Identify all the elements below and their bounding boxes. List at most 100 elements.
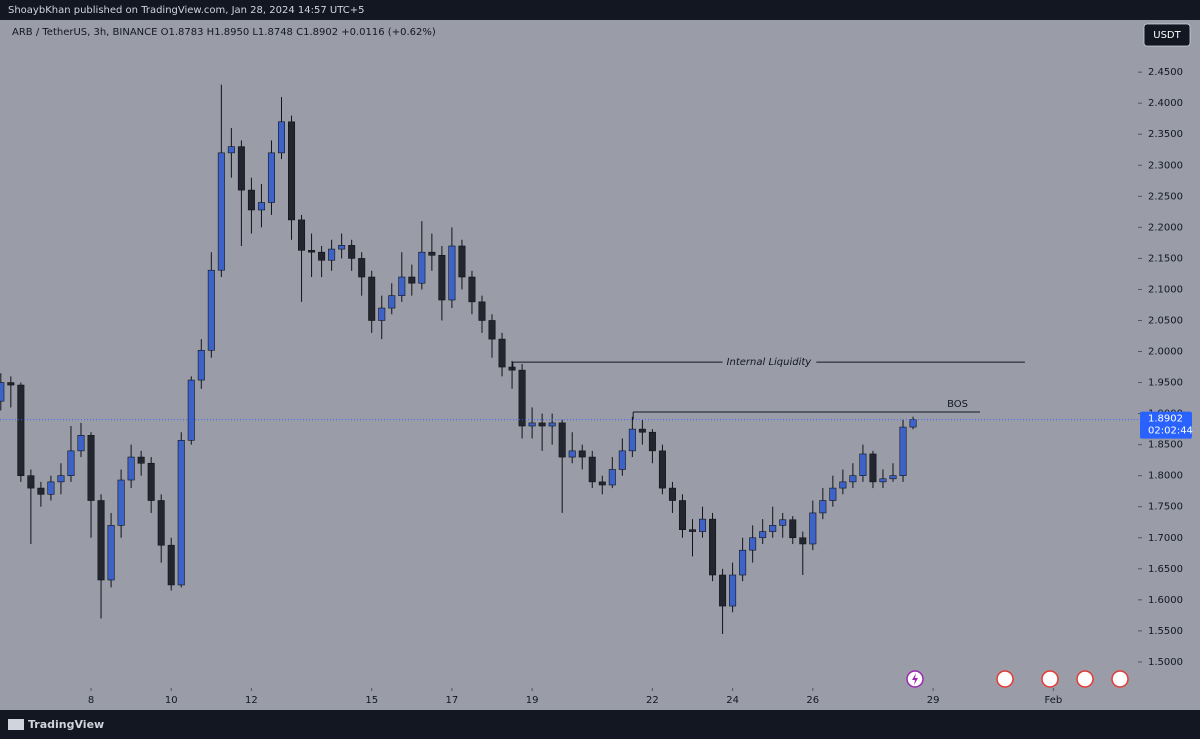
x-tick-label: 24 <box>726 695 739 706</box>
candle-body <box>688 529 697 532</box>
candle-body <box>237 146 245 191</box>
y-tick-label: 2.0000 <box>1148 347 1183 358</box>
chart-background <box>0 20 1200 710</box>
annotation-label: BOS <box>947 399 968 410</box>
candle-body <box>7 382 15 386</box>
y-tick-label: 1.9500 <box>1148 378 1183 389</box>
candle-body <box>849 475 857 483</box>
candle-body <box>147 462 155 501</box>
y-tick-label: 1.5500 <box>1148 626 1183 637</box>
candle-body <box>67 450 75 476</box>
y-tick-label: 2.2500 <box>1148 191 1183 202</box>
x-tick-label: 29 <box>927 695 940 706</box>
currency-label: USDT <box>1153 30 1181 41</box>
y-tick-label: 1.7000 <box>1148 533 1183 544</box>
candle-body <box>598 481 606 486</box>
candle-body <box>107 525 115 581</box>
candle-body <box>77 435 85 452</box>
candle-body <box>658 450 666 489</box>
candle-body <box>638 428 646 433</box>
candle-body <box>839 481 847 489</box>
candle-body <box>779 519 787 526</box>
candle-body <box>257 202 265 211</box>
candle-body <box>699 518 707 532</box>
candle-body <box>889 475 897 480</box>
event-icon[interactable] <box>1111 670 1129 688</box>
candle-body <box>548 422 556 427</box>
candle-body <box>668 487 676 501</box>
candle-body <box>819 500 827 514</box>
candle-body <box>177 439 185 586</box>
y-tick-label: 1.8500 <box>1148 440 1183 451</box>
candle-body <box>809 512 817 545</box>
candle-body <box>518 369 526 427</box>
y-tick-label: 1.7500 <box>1148 502 1183 513</box>
candle-body <box>117 479 125 526</box>
candle-body <box>0 382 5 402</box>
candle-body <box>789 519 797 539</box>
y-tick-label: 2.1500 <box>1148 253 1183 264</box>
candle-body <box>308 250 316 253</box>
candle-body <box>388 295 396 309</box>
candle-body <box>709 518 717 576</box>
candle-body <box>167 544 175 586</box>
x-tick-label: 10 <box>165 695 178 706</box>
candle-body <box>288 121 296 221</box>
event-icon[interactable] <box>1041 670 1059 688</box>
candle-body <box>719 574 727 607</box>
publisher-header: ShoaybKhan published on TradingView.com,… <box>8 5 364 16</box>
candle-body <box>438 254 446 301</box>
candle-body <box>558 422 566 458</box>
y-tick-label: 2.3500 <box>1148 129 1183 140</box>
y-tick-label: 1.6500 <box>1148 564 1183 575</box>
candle-body <box>578 450 586 458</box>
candle-body <box>588 456 596 483</box>
brand-logo <box>8 719 24 730</box>
candle-body <box>298 219 306 251</box>
countdown-label: 02:02:44 <box>1148 426 1193 437</box>
y-tick-label: 2.2000 <box>1148 222 1183 233</box>
event-icon[interactable] <box>1076 670 1094 688</box>
candle-body <box>408 276 416 284</box>
candle-body <box>739 549 747 576</box>
y-tick-label: 2.0500 <box>1148 315 1183 326</box>
currency-button[interactable] <box>1143 23 1191 47</box>
x-tick-label: 15 <box>365 695 378 706</box>
candle-body <box>769 525 777 532</box>
candle-body <box>899 426 907 476</box>
x-tick-label: 22 <box>646 695 659 706</box>
candle-body <box>879 478 887 483</box>
candle-body <box>538 422 546 427</box>
lightning <box>912 673 918 685</box>
candle-body <box>448 245 456 301</box>
candle-body <box>328 248 336 261</box>
event-icon[interactable] <box>996 670 1014 688</box>
candle-body <box>318 251 326 261</box>
candle-body <box>368 276 376 321</box>
candle-body <box>358 258 366 278</box>
symbol-legend: ARB / TetherUS, 3h, BINANCE O1.8783 H1.8… <box>12 27 436 38</box>
candle-body <box>187 379 195 441</box>
event-icons <box>906 670 1129 688</box>
y-tick-label: 1.5000 <box>1148 657 1183 668</box>
x-tick-label: 17 <box>446 695 459 706</box>
candle-body <box>17 384 25 476</box>
candle-body <box>909 419 917 428</box>
candle-body <box>829 487 837 501</box>
candle-body <box>37 487 45 495</box>
y-tick-label: 2.3000 <box>1148 160 1183 171</box>
candle-body <box>97 500 105 581</box>
candle-body <box>87 435 95 501</box>
candle-body <box>247 189 255 211</box>
candle-body <box>157 500 165 546</box>
candle-body <box>468 276 476 303</box>
candle-body <box>678 500 686 530</box>
x-tick-label: 26 <box>806 695 819 706</box>
candle-body <box>197 349 205 381</box>
candle-body <box>528 422 536 427</box>
y-tick-label: 2.1000 <box>1148 284 1183 295</box>
candle-body <box>618 450 626 470</box>
candle-body <box>47 481 55 495</box>
